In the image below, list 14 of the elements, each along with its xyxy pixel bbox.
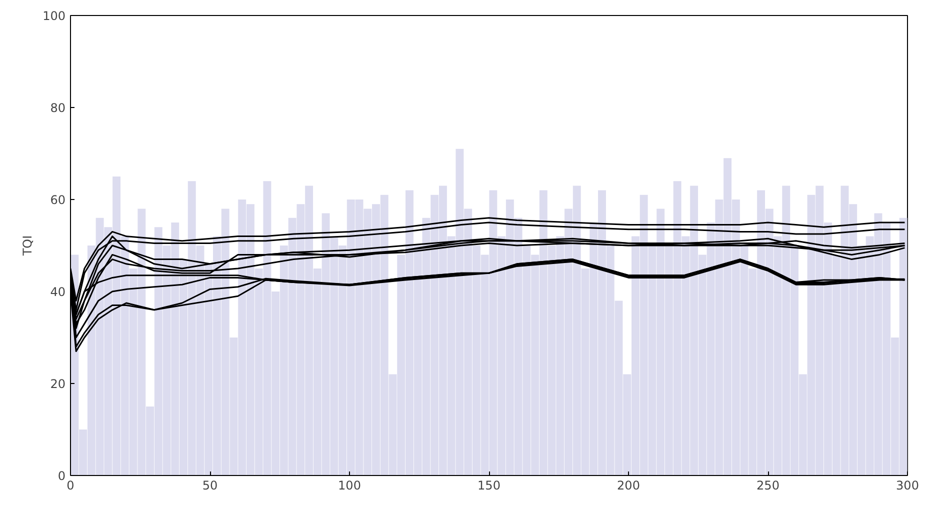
x-tick-label: 200: [617, 478, 640, 492]
x-tick-label: 0: [66, 478, 74, 492]
y-tick-label: 40: [50, 285, 66, 299]
y-tick-label: 0: [58, 469, 66, 483]
y-axis-title: TQI: [20, 235, 35, 257]
y-tick-label: 60: [50, 193, 66, 207]
x-tick-label: 100: [338, 478, 361, 492]
y-tick-label: 20: [50, 377, 66, 391]
x-tick-label: 50: [202, 478, 218, 492]
x-tick-label: 250: [756, 478, 780, 492]
y-tick-label: 80: [50, 101, 66, 115]
x-tick-label: 150: [478, 478, 500, 492]
x-tick-label: 300: [896, 478, 919, 492]
y-tick-label: 100: [42, 9, 66, 23]
